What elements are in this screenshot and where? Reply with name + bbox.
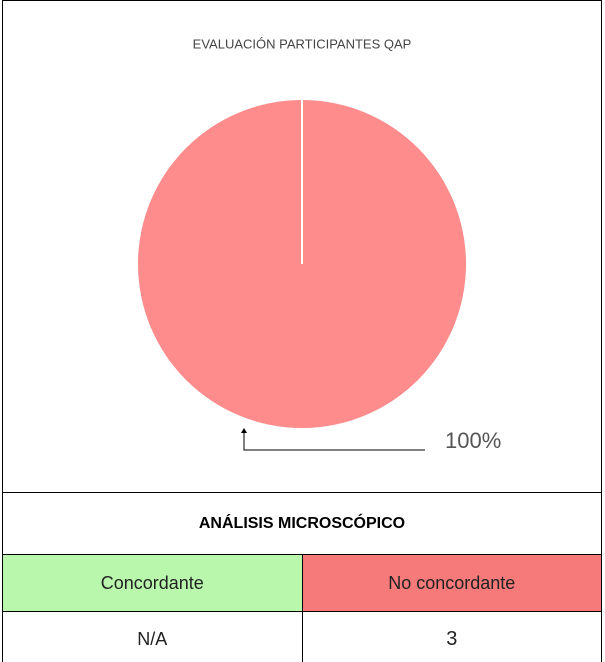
column-header: Concordante [2,554,303,612]
table-title: ANÁLISIS MICROSCÓPICO [2,492,602,555]
table: ANÁLISIS MICROSCÓPICO Concordante No con… [2,492,602,662]
leader-line [243,431,425,451]
chart: EVALUACIÓN PARTICIPANTES QAP 100% [2,0,602,493]
chart-title: EVALUACIÓN PARTICIPANTES QAP [193,36,412,51]
leader-arrow [241,428,247,433]
table-cell: 3 [301,611,602,662]
column-header: No concordante [301,554,602,612]
table-cell: N/A [2,611,303,662]
data-label: 100% [445,428,501,453]
